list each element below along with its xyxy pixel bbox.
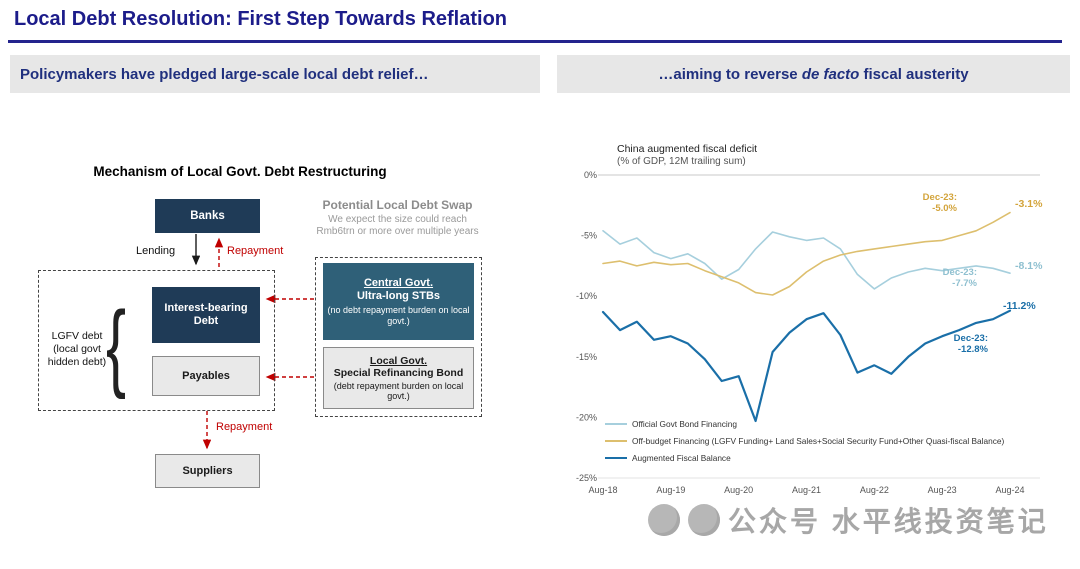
svg-text:0%: 0% <box>584 170 597 180</box>
svg-text:Aug-20: Aug-20 <box>724 485 753 495</box>
banks-label: Banks <box>190 210 225 222</box>
svg-text:-15%: -15% <box>576 352 597 362</box>
swap-dashed-box <box>315 257 482 417</box>
lgfv-debt-dashed-box <box>38 270 275 411</box>
lgfv-line1: LGFV debt <box>51 330 103 342</box>
lgfv-debt-label: LGFV debt (local govt hidden debt) <box>40 330 114 369</box>
watermark: 公众号 水平线投资笔记 <box>648 500 1049 540</box>
repayment-top-label: Repayment <box>227 245 284 257</box>
annotation-offbudget-end: -3.1% <box>1015 198 1043 210</box>
left-panel-header: Policymakers have pledged large-scale lo… <box>10 55 540 93</box>
title-underline <box>8 40 1062 43</box>
local-govt-subtitle: Special Refinancing Bond <box>333 366 464 379</box>
suppliers-box: Suppliers <box>155 454 260 488</box>
right-header-prefix: …aiming to reverse <box>658 65 798 83</box>
banks-box: Banks <box>155 199 260 233</box>
watermark-avatar-icon <box>648 504 680 536</box>
annotation-offbudget-dec23-label: Dec-23: <box>922 192 957 203</box>
svg-text:Official Govt Bond Financing: Official Govt Bond Financing <box>632 419 737 429</box>
svg-text:Aug-19: Aug-19 <box>656 485 685 495</box>
interest-bearing-line2: Debt <box>193 315 219 327</box>
local-govt-box: Local Govt. Special Refinancing Bond (de… <box>323 347 474 409</box>
central-govt-box: Central Govt. Ultra-long STBs (no debt r… <box>323 263 474 340</box>
annotation-augmented-end: -11.2% <box>1003 300 1036 312</box>
swap-note-line2: Rmb6trn or more over multiple years <box>316 226 479 237</box>
watermark-text: 公众号 水平线投资笔记 <box>728 506 1049 537</box>
annotation-augmented-dec23: Dec-23: -12.8% <box>930 333 988 355</box>
curly-brace: { <box>106 291 127 401</box>
central-govt-title: Central Govt. <box>363 277 434 289</box>
right-header-suffix: fiscal austerity <box>863 65 969 83</box>
swap-title: Potential Local Debt Swap <box>322 198 473 212</box>
payables-box: Payables <box>152 356 260 396</box>
svg-text:-20%: -20% <box>576 412 597 422</box>
watermark-logo-icon <box>688 504 720 536</box>
central-govt-note: (no debt repayment burden on local govt.… <box>327 305 470 326</box>
svg-text:-25%: -25% <box>576 473 597 483</box>
annotation-official-dec23: Dec-23: -7.7% <box>925 267 977 289</box>
left-panel-header-text: Policymakers have pledged large-scale lo… <box>20 65 429 83</box>
repayment-bottom-label: Repayment <box>216 421 273 433</box>
central-govt-subtitle: Ultra-long STBs <box>356 290 441 302</box>
chart-subtitle: (% of GDP, 12M trailing sum) <box>617 156 746 167</box>
annotation-augmented-dec23-label: Dec-23: <box>953 333 988 344</box>
svg-text:-5%: -5% <box>581 231 597 241</box>
suppliers-label: Suppliers <box>182 465 233 477</box>
annotation-offbudget-dec23-value: -5.0% <box>932 203 957 214</box>
svg-text:Augmented Fiscal Balance: Augmented Fiscal Balance <box>632 453 731 463</box>
svg-text:-10%: -10% <box>576 291 597 301</box>
svg-text:Off-budget Financing (LGFV Fun: Off-budget Financing (LGFV Funding+ Land… <box>632 436 1004 446</box>
local-govt-note: (debt repayment burden on local govt.) <box>333 380 464 402</box>
svg-text:Aug-24: Aug-24 <box>995 485 1024 495</box>
annotation-offbudget-dec23: Dec-23: -5.0% <box>895 192 957 214</box>
diagram-title: Mechanism of Local Govt. Debt Restructur… <box>93 164 387 179</box>
local-govt-title: Local Govt. <box>369 354 428 367</box>
annotation-official-end: -8.1% <box>1015 260 1043 272</box>
lending-label: Lending <box>136 245 176 257</box>
chart-canvas: 0% -5% -10% -15% -20% -25% Aug-18 Aug-19 Aug-20 A… <box>576 170 1040 495</box>
svg-text:Aug-23: Aug-23 <box>928 485 957 495</box>
right-panel-header: …aiming to reverse de facto fiscal auste… <box>557 55 1070 93</box>
interest-bearing-line1: Interest-bearing <box>164 302 248 314</box>
svg-text:Aug-18: Aug-18 <box>588 485 617 495</box>
payables-label: Payables <box>182 370 230 382</box>
fiscal-deficit-chart: China augmented fiscal deficit (% of GDP… <box>557 135 1080 515</box>
swap-note-line1: We expect the size could reach <box>328 214 467 225</box>
lgfv-line3: hidden debt) <box>47 356 107 368</box>
lgfv-line2: (local govt <box>53 343 101 355</box>
annotation-official-dec23-label: Dec-23: <box>942 267 977 278</box>
right-header-italic: de facto <box>801 65 860 83</box>
chart-title: China augmented fiscal deficit <box>617 143 758 155</box>
interest-bearing-debt-box: Interest-bearing Debt <box>152 287 260 343</box>
page-title: Local Debt Resolution: First Step Toward… <box>14 8 507 30</box>
annotation-augmented-dec23-value: -12.8% <box>957 344 988 355</box>
svg-text:Aug-21: Aug-21 <box>792 485 821 495</box>
annotation-official-dec23-value: -7.7% <box>952 278 977 289</box>
svg-text:Aug-22: Aug-22 <box>860 485 889 495</box>
